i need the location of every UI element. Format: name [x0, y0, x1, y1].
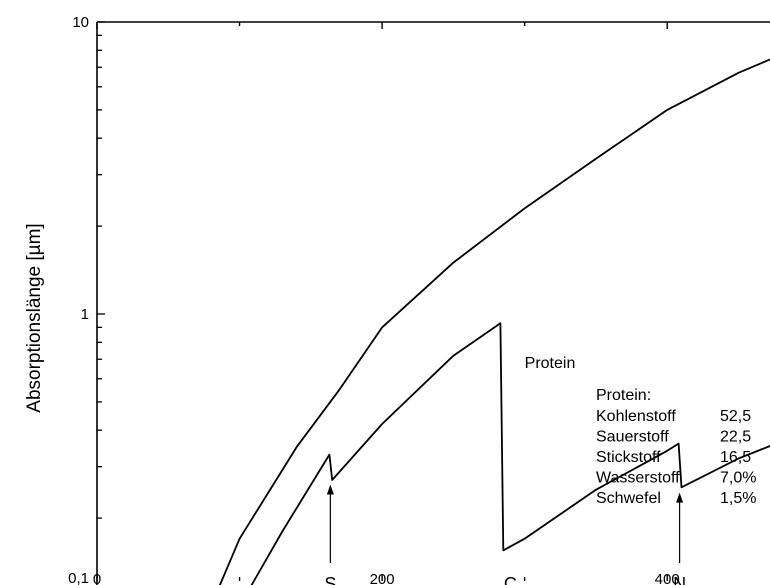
- composition-element: Stickstoff: [596, 449, 661, 466]
- curve-label-protein: Protein: [525, 355, 576, 372]
- y-tick-label: 0,1: [68, 570, 89, 585]
- composition-element: Kohlenstoff: [596, 408, 676, 425]
- annotation-layer: WasserProteinSCNOProtein:Kohlenstoff52,5…: [324, 355, 756, 585]
- edge-label-s: S: [324, 574, 336, 585]
- composition-element: Schwefel: [596, 490, 661, 507]
- composition-value: 52,5: [720, 408, 751, 425]
- x-tick-label: 0: [93, 571, 101, 585]
- composition-element: Sauerstoff: [596, 429, 669, 446]
- edge-label-c: C: [504, 574, 517, 585]
- y-axis-label: Absorptionslänge [µm]: [24, 223, 45, 412]
- series-layer: [218, 58, 770, 585]
- series-line-wasser: [218, 58, 770, 585]
- x-tick-label: 400: [655, 571, 680, 585]
- edge-label-n: N: [673, 574, 686, 585]
- composition-heading: Protein:: [596, 387, 651, 404]
- composition-value: 16,5: [720, 449, 751, 466]
- composition-value: 1,5%: [720, 490, 756, 507]
- y-tick-label: 1: [81, 306, 89, 323]
- y-tick-label: 10: [72, 14, 89, 31]
- series-line-protein: [250, 322, 770, 585]
- composition-element: Wasserstoff: [596, 470, 680, 487]
- composition-value: 22,5: [720, 429, 751, 446]
- edge-arrow-head: [326, 484, 334, 495]
- edge-arrow-head: [676, 492, 684, 503]
- x-tick-label: 200: [370, 571, 395, 585]
- composition-value: 7,0%: [720, 470, 756, 487]
